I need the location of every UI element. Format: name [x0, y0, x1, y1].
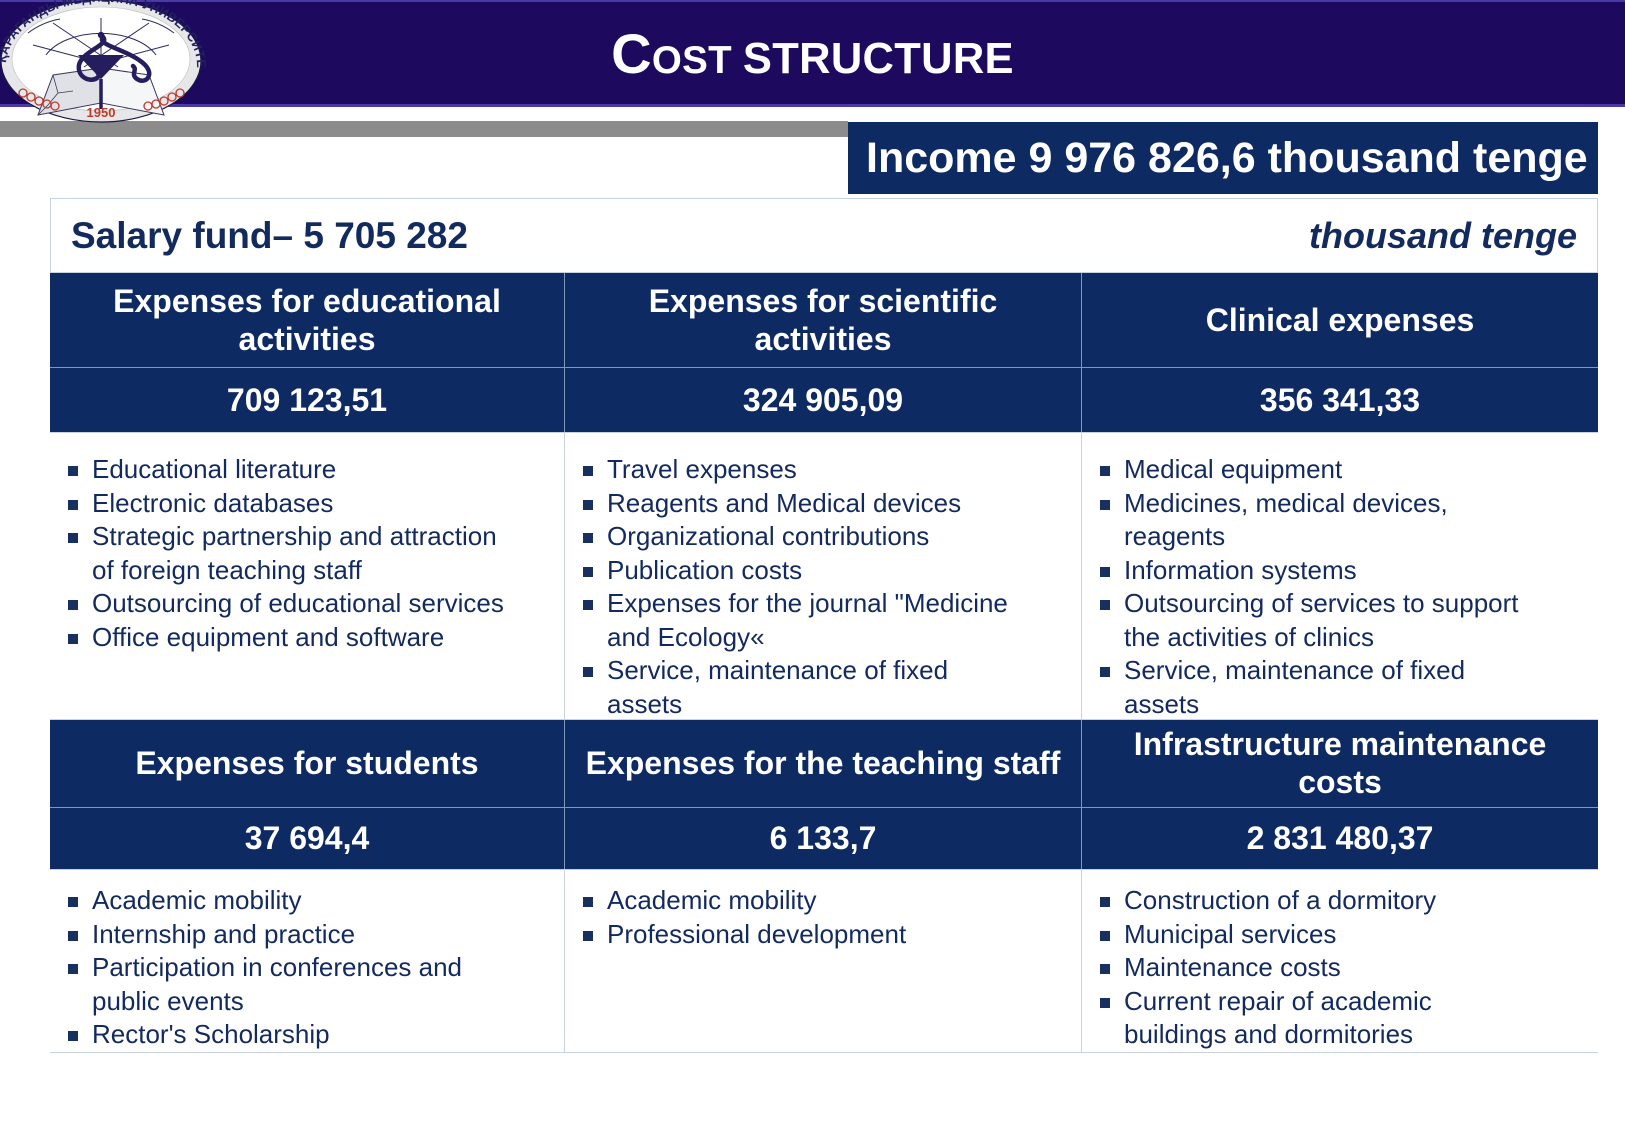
svg-text:1950: 1950: [87, 105, 116, 120]
